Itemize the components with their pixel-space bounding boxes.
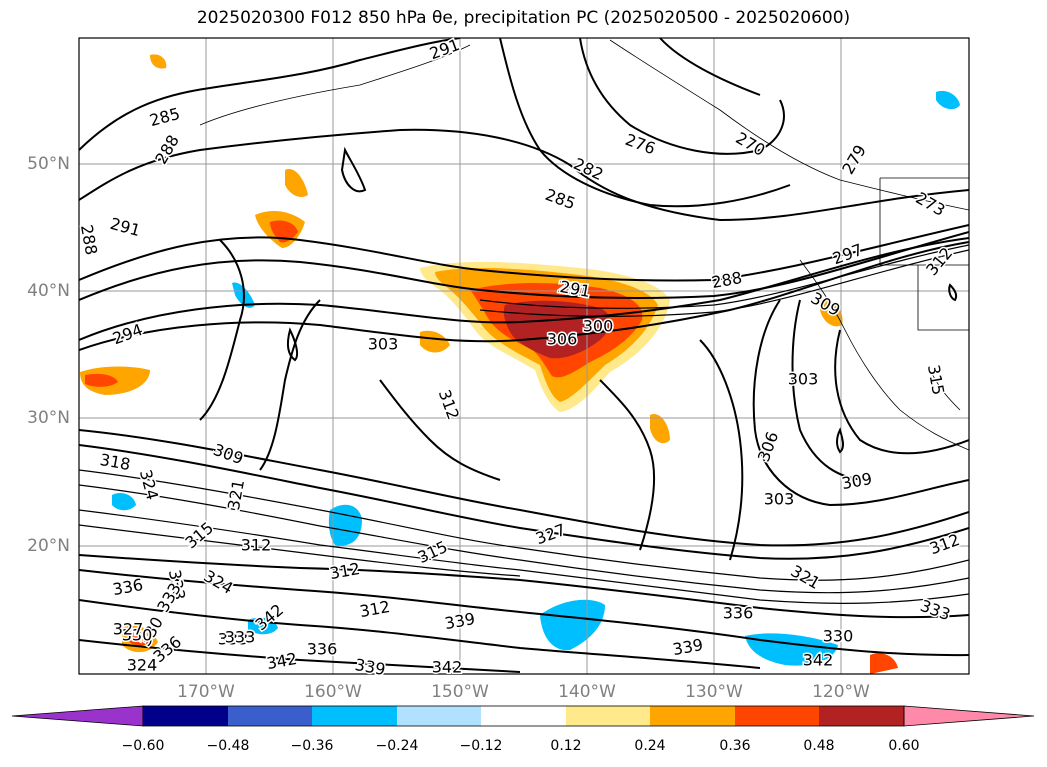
colorbar-bin [143,706,228,726]
colorbar [11,705,1035,727]
colorbar-tick: −0.60 [121,738,165,754]
contour-label: 330 [823,627,854,646]
colorbar-tick: −0.12 [459,738,503,754]
contour-label: 327 [113,620,144,639]
contour-label: 303 [764,490,795,509]
colorbar-tick: 0.48 [803,738,835,754]
lon-label-160w: 160°W [304,682,362,702]
colorbar-tick: −0.48 [206,738,250,754]
lat-label-40n: 40°N [27,281,70,301]
colorbar-bin [819,706,904,726]
contour-label: 339 [353,655,386,679]
contour-label: 300 [583,317,614,336]
map-plot-area [79,38,969,674]
lon-label-130w: 130°W [685,682,743,702]
theta-e-contours [79,38,969,673]
contour-label: 342 [803,651,834,670]
contour-label: 303 [368,335,399,354]
colorbar-bin [312,706,397,726]
lon-label-170w: 170°W [177,682,235,702]
colorbar-tick: −0.36 [290,738,334,754]
coastlines [199,39,969,451]
contour-label: 318 [98,450,131,474]
colorbar-bin [228,706,312,726]
colorbar-tick: 0.12 [550,738,582,754]
colorbar-tick: 0.36 [719,738,751,754]
lon-label-140w: 140°W [558,682,616,702]
graticule [79,38,969,674]
contour-label: 342 [432,658,463,677]
colorbar-bin [481,706,566,726]
lat-label-50n: 50°N [27,154,70,174]
map-frame [78,37,970,675]
lat-label-30n: 30°N [27,408,70,428]
colorbar-bin [735,706,819,726]
lat-label-20n: 20°N [27,536,70,556]
contour-label: 303 [788,370,819,389]
contour-label: 330 [122,626,153,645]
contour-label: 333 [218,630,249,649]
contour-label: 333 [225,628,256,647]
lon-label-120w: 120°W [812,682,870,702]
colorbar-extend-high [903,705,1035,727]
colorbar-frame [142,705,905,727]
colorbar-extend-low [11,705,144,727]
contour-label: 336 [723,604,754,623]
colorbar-bin [397,706,481,726]
colorbar-tick: 0.60 [888,738,920,754]
colorbar-tick: 0.24 [634,738,666,754]
theta-e-contours-thin [79,244,969,604]
contour-label: 324 [127,656,158,675]
colorbar-bin [566,706,650,726]
lon-label-150w: 150°W [431,682,489,702]
contour-label: 336 [307,640,338,659]
contour-label: 312 [241,536,272,555]
colorbar-bin [650,706,735,726]
colorbar-tick: −0.24 [375,738,419,754]
map-title: 2025020300 F012 850 hPa θe, precipitatio… [196,8,851,28]
contour-label: 306 [547,330,578,349]
